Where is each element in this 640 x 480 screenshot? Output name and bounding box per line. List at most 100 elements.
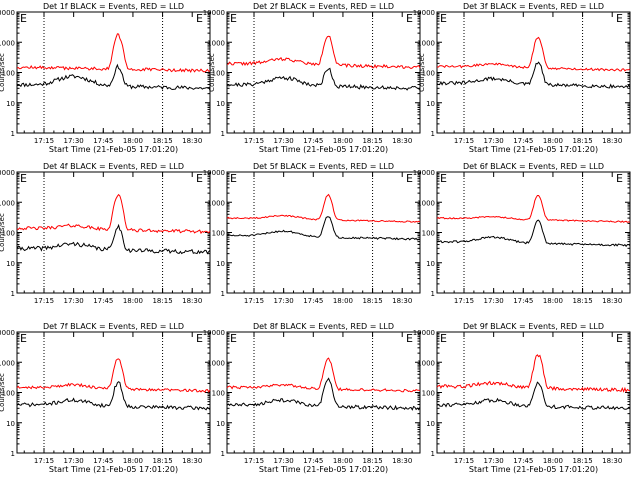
- panel-det-7f: Det 7f BLACK = Events, RED = LLD E E 1 10 100…: [0, 322, 211, 474]
- panel-det-3f: Det 3f BLACK = Events, RED = LLD E E 1 10 100…: [413, 2, 631, 154]
- y-tick-label: 10: [6, 260, 15, 268]
- y-tick-label: 1000: [0, 199, 15, 207]
- y-tick-label: 10000: [413, 9, 435, 17]
- x-tick-label: 18:00: [543, 297, 563, 305]
- panel-title: Det 9f BLACK = Events, RED = LLD: [463, 322, 604, 331]
- x-tick-label: 17:15: [244, 137, 264, 145]
- corner-mark-left: E: [20, 12, 27, 25]
- y-tick-label: 1000: [0, 39, 15, 47]
- y-tick-label: 10000: [0, 169, 15, 177]
- corner-mark-right: E: [196, 12, 203, 25]
- x-tick-label: 18:30: [602, 137, 622, 145]
- corner-mark-left: E: [440, 332, 447, 345]
- y-tick-label: 10000: [413, 329, 435, 337]
- y-axis-label: Counts/sec: [0, 53, 6, 92]
- x-tick-label: 18:30: [182, 137, 202, 145]
- corner-mark-left: E: [440, 12, 447, 25]
- panel-det-4f: Det 4f BLACK = Events, RED = LLD E E 1 10 100…: [0, 162, 211, 305]
- x-tick-label: 17:15: [454, 457, 474, 465]
- y-tick-label: 1: [11, 130, 15, 138]
- x-tick-label: 18:00: [333, 297, 353, 305]
- series-events-line: [16, 63, 211, 91]
- y-tick-label: 100: [2, 70, 15, 78]
- y-tick-label: 1: [221, 130, 225, 138]
- y-tick-label: 10: [6, 420, 15, 428]
- y-tick-label: 100: [212, 390, 225, 398]
- panel-title: Det 5f BLACK = Events, RED = LLD: [253, 162, 394, 171]
- y-tick-label: 10: [216, 420, 225, 428]
- x-tick-label: 17:30: [484, 137, 504, 145]
- y-axis-label: Counts/sec: [418, 53, 426, 92]
- x-tick-label: 18:15: [362, 297, 382, 305]
- y-tick-label: 100: [2, 230, 15, 238]
- corner-mark-right: E: [406, 332, 413, 345]
- y-tick-label: 100: [212, 70, 225, 78]
- x-tick-label: 17:15: [244, 457, 264, 465]
- series-lld-line: [16, 33, 211, 73]
- y-tick-label: 1: [11, 290, 15, 298]
- series-events-line: [436, 381, 631, 411]
- y-tick-label: 100: [2, 390, 15, 398]
- x-tick-label: 17:30: [274, 457, 294, 465]
- panel-title: Det 3f BLACK = Events, RED = LLD: [463, 2, 604, 11]
- x-tick-label: 18:00: [333, 137, 353, 145]
- panel-title: Det 2f BLACK = Events, RED = LLD: [253, 2, 394, 11]
- series-lld-line: [226, 35, 421, 70]
- y-tick-label: 1000: [207, 39, 225, 47]
- panel-det-2f: Det 2f BLACK = Events, RED = LLD E E 1 10 100…: [203, 2, 421, 154]
- y-tick-label: 10: [216, 260, 225, 268]
- corner-mark-left: E: [20, 172, 27, 185]
- y-tick-label: 1000: [417, 199, 435, 207]
- corner-mark-right: E: [196, 172, 203, 185]
- x-tick-label: 18:30: [602, 297, 622, 305]
- panel-title: Det 6f BLACK = Events, RED = LLD: [463, 162, 604, 171]
- x-tick-label: 18:00: [123, 297, 143, 305]
- y-tick-label: 1: [431, 450, 435, 458]
- y-tick-label: 100: [422, 230, 435, 238]
- x-tick-label: 18:15: [362, 137, 382, 145]
- y-tick-label: 1000: [207, 359, 225, 367]
- y-tick-label: 100: [422, 390, 435, 398]
- y-tick-label: 10000: [203, 329, 225, 337]
- x-axis-label: Start Time (21-Feb-05 17:01:20): [259, 145, 388, 154]
- panel-det-5f: Det 5f BLACK = Events, RED = LLD E E 1 10 100…: [203, 162, 421, 305]
- y-axis-label: Counts/sec: [0, 373, 6, 412]
- x-axis-label: Start Time (21-Feb-05 17:01:20): [259, 465, 388, 474]
- x-tick-label: 17:30: [274, 297, 294, 305]
- x-tick-label: 18:00: [123, 137, 143, 145]
- corner-mark-right: E: [406, 12, 413, 25]
- corner-mark-right: E: [406, 172, 413, 185]
- series-events-line: [226, 377, 421, 411]
- x-tick-label: 18:00: [543, 457, 563, 465]
- y-tick-label: 1: [431, 290, 435, 298]
- x-tick-label: 18:00: [123, 457, 143, 465]
- y-tick-label: 10: [6, 100, 15, 108]
- corner-mark-right: E: [196, 332, 203, 345]
- x-tick-label: 18:00: [333, 457, 353, 465]
- x-axis-label: Start Time (21-Feb-05 17:01:20): [469, 465, 598, 474]
- panel-title: Det 8f BLACK = Events, RED = LLD: [253, 322, 394, 331]
- corner-mark-right: E: [616, 172, 623, 185]
- x-tick-label: 18:15: [572, 137, 592, 145]
- y-tick-label: 1000: [417, 39, 435, 47]
- x-tick-label: 17:30: [484, 297, 504, 305]
- x-tick-label: 17:45: [303, 137, 323, 145]
- y-tick-label: 1: [431, 130, 435, 138]
- x-tick-label: 17:15: [34, 137, 54, 145]
- y-tick-label: 1: [11, 450, 15, 458]
- series-lld-line: [226, 193, 421, 223]
- y-tick-label: 1: [221, 290, 225, 298]
- y-tick-label: 10: [216, 100, 225, 108]
- x-tick-label: 17:45: [513, 457, 533, 465]
- y-tick-label: 10: [426, 260, 435, 268]
- x-tick-label: 18:30: [392, 457, 412, 465]
- x-tick-label: 17:45: [303, 297, 323, 305]
- x-tick-label: 17:45: [513, 297, 533, 305]
- x-tick-label: 17:15: [34, 457, 54, 465]
- y-tick-label: 10: [426, 100, 435, 108]
- series-events-line: [16, 381, 211, 411]
- x-tick-label: 18:15: [362, 457, 382, 465]
- x-tick-label: 17:30: [64, 137, 84, 145]
